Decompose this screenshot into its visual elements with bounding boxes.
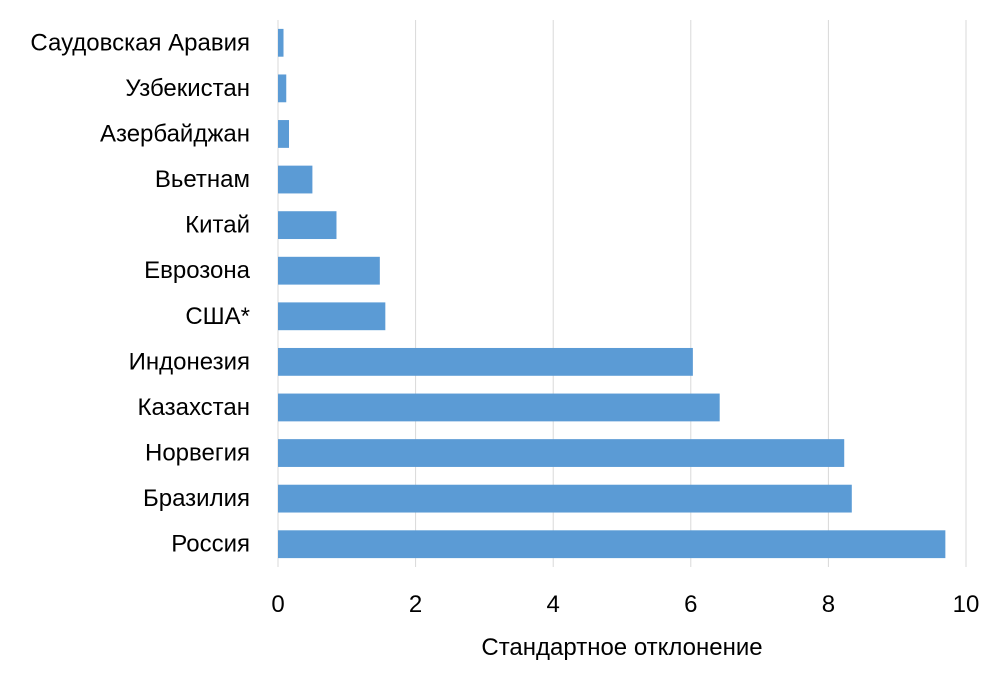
category-label: США* — [185, 303, 250, 330]
bar-9 — [278, 393, 720, 422]
category-label: Бразилия — [143, 485, 250, 512]
bar-10 — [278, 439, 845, 467]
category-label: Китай — [185, 212, 250, 239]
category-label: Россия — [171, 531, 250, 558]
bar-3 — [278, 120, 290, 148]
category-label: Еврозона — [144, 257, 251, 284]
bar-4 — [278, 165, 313, 194]
x-tick-label: 0 — [271, 591, 284, 618]
bar-2 — [278, 74, 287, 103]
x-tick-label: 8 — [822, 591, 835, 618]
bar-7 — [278, 302, 386, 331]
category-label: Вьетнам — [155, 166, 250, 193]
category-label: Индонезия — [129, 348, 250, 375]
bar-1 — [278, 28, 284, 57]
x-tick-label: 2 — [409, 591, 422, 618]
bar-12 — [278, 530, 946, 559]
bar-6 — [278, 256, 380, 285]
x-tick-label: 10 — [953, 591, 980, 618]
bar-5 — [278, 211, 337, 240]
category-labels: Саудовская Аравия Узбекистан Азербайджан Вь… — [30, 29, 250, 557]
x-tick-label: 6 — [684, 591, 697, 618]
bars — [278, 28, 946, 559]
category-label: Узбекистан — [125, 75, 250, 102]
bar-8 — [278, 347, 693, 376]
bar-11 — [278, 484, 852, 513]
category-label: Норвегия — [145, 440, 250, 467]
category-label: Азербайджан — [100, 120, 250, 147]
x-tick-labels: 0 2 4 6 8 10 — [271, 591, 979, 618]
x-tick-label: 4 — [547, 591, 560, 618]
category-label: Казахстан — [138, 394, 250, 421]
gridlines — [277, 20, 967, 567]
category-label: Саудовская Аравия — [30, 29, 250, 56]
x-axis-title: Стандартное отклонение — [481, 634, 762, 661]
